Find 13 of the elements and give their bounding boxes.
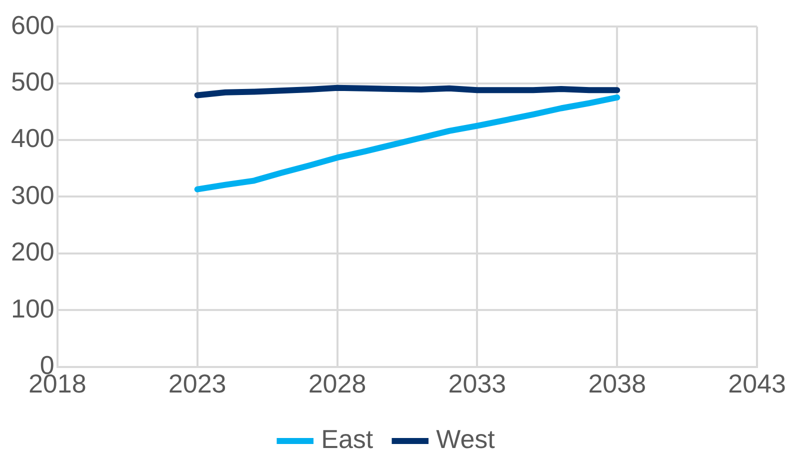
x-tick-label: 2033 — [448, 368, 506, 399]
legend-label: East — [321, 424, 374, 454]
legend-label: West — [436, 424, 496, 454]
x-tick-label: 2038 — [588, 368, 646, 399]
x-tick-label: 2043 — [728, 368, 786, 399]
y-tick-label: 600 — [10, 10, 54, 40]
y-tick-label: 300 — [10, 180, 54, 210]
y-tick-label: 100 — [10, 293, 54, 324]
x-tick-label: 2023 — [168, 368, 226, 399]
y-tick-label: 500 — [10, 66, 54, 96]
y-tick-label: 400 — [10, 123, 54, 154]
y-tick-label: 200 — [10, 236, 54, 267]
x-tick-label: 2028 — [308, 368, 366, 399]
